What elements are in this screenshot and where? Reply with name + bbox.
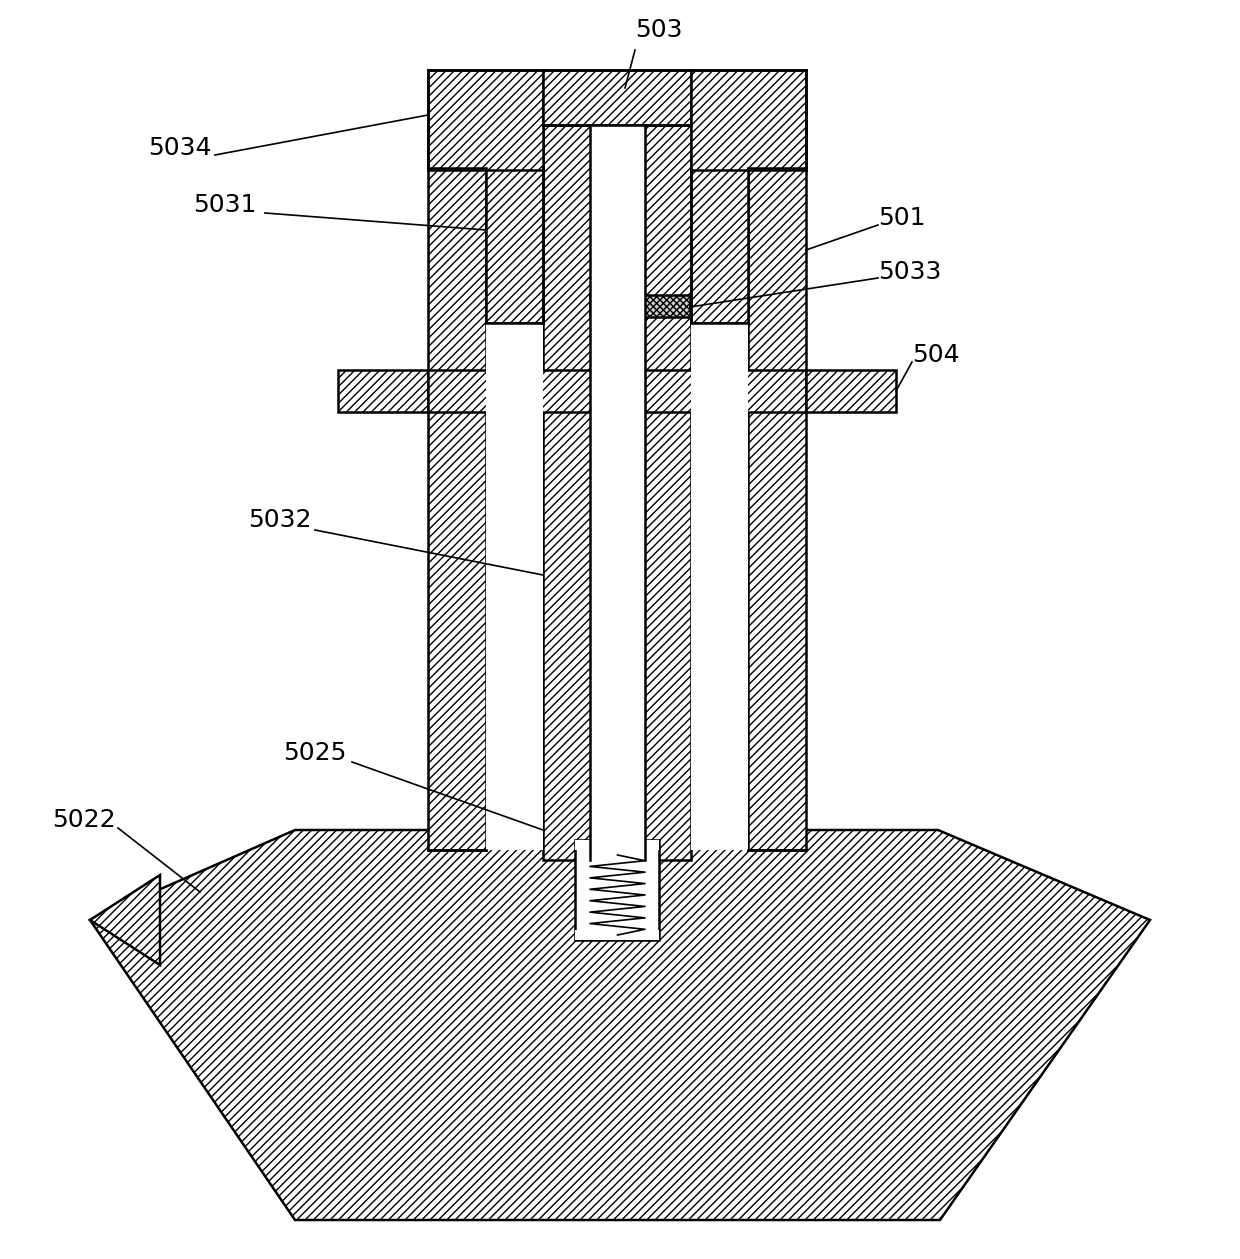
Text: 5022: 5022 [52, 808, 115, 832]
Text: 5033: 5033 [878, 261, 941, 285]
Bar [428, 370, 806, 412]
Bar [428, 99, 486, 850]
Text: 5031: 5031 [193, 193, 257, 217]
Bar [486, 324, 543, 850]
Bar [748, 99, 806, 850]
Bar [590, 125, 645, 860]
Bar [575, 840, 658, 850]
Polygon shape [91, 875, 160, 964]
Bar [691, 324, 748, 850]
Bar [806, 370, 897, 412]
Text: 504: 504 [911, 342, 960, 368]
Text: 501: 501 [878, 206, 925, 230]
Bar [575, 930, 658, 940]
Text: 503: 503 [635, 18, 682, 42]
Bar [575, 840, 658, 940]
Bar [590, 295, 689, 317]
Text: 5032: 5032 [248, 507, 311, 533]
Bar [339, 370, 428, 412]
Bar [691, 71, 806, 170]
Bar [543, 125, 691, 860]
Bar [590, 125, 645, 860]
Bar [691, 167, 748, 324]
Bar [486, 167, 543, 324]
Text: 5034: 5034 [148, 136, 212, 160]
Bar [428, 71, 543, 170]
Bar [543, 71, 691, 125]
Polygon shape [91, 830, 1149, 1220]
Text: 5025: 5025 [283, 742, 346, 765]
